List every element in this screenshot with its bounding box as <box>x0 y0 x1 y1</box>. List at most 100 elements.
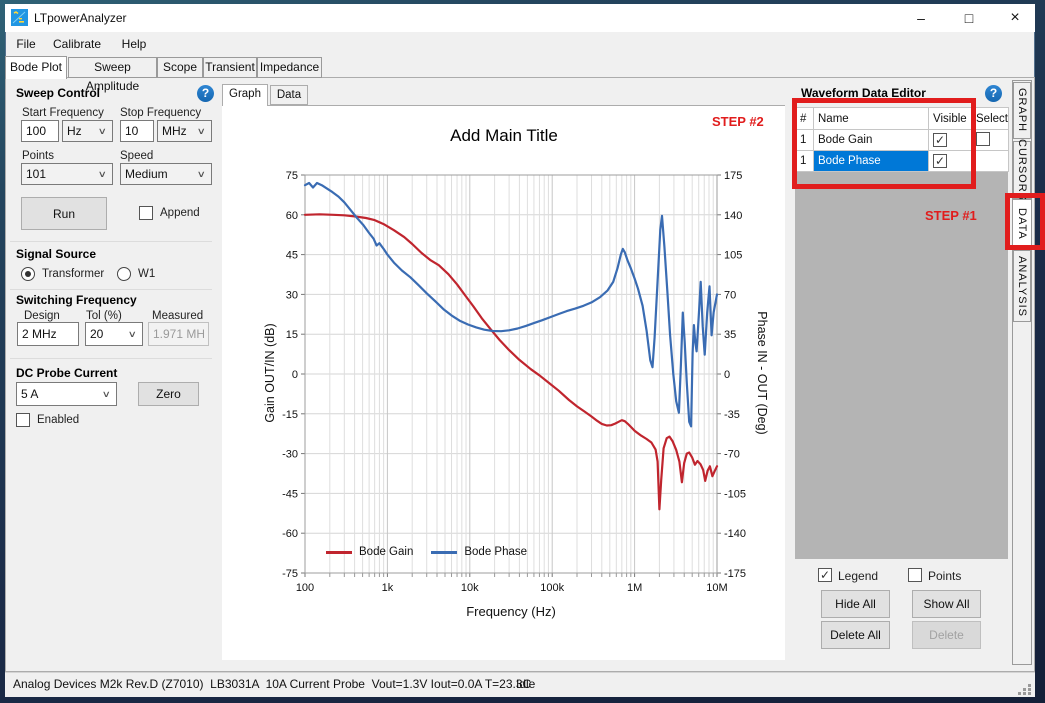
menu-calibrate[interactable]: Calibrate <box>53 37 102 51</box>
svg-text:-60: -60 <box>282 528 298 540</box>
dc-probe-current-title: DC Probe Current <box>16 366 118 380</box>
measured-label: Measured <box>152 310 204 322</box>
svg-text:-75: -75 <box>282 568 298 580</box>
resize-grip[interactable] <box>1018 684 1032 695</box>
append-checkbox[interactable] <box>139 206 153 220</box>
app-icon <box>11 9 28 26</box>
points-select[interactable]: 101 ∨ <box>21 163 113 185</box>
titlebar <box>5 4 1035 32</box>
chevron-down-icon: ∨ <box>98 125 108 136</box>
phase-legend-label: Bode Phase <box>464 546 528 558</box>
show-all-button[interactable]: Show All <box>912 590 981 618</box>
subtab-graph[interactable]: Graph <box>222 84 268 106</box>
column-visible: Visible <box>928 107 972 130</box>
bode-phase-curve <box>303 181 719 428</box>
tol-value: 20 <box>90 327 104 341</box>
start-frequency-unit-value: Hz <box>67 124 82 138</box>
visible-checkbox[interactable]: ✓ <box>933 133 947 147</box>
divider <box>10 289 212 290</box>
tab-transient[interactable]: Transient <box>203 57 257 78</box>
divider <box>10 358 212 359</box>
chevron-down-icon: ∨ <box>197 125 207 136</box>
table-row[interactable]: 1 Bode Phase ✓ <box>795 150 1009 172</box>
start-frequency-label: Start Frequency <box>22 107 104 119</box>
probe-range-value: 5 A <box>21 387 39 401</box>
svg-text:-15: -15 <box>282 409 298 421</box>
legend-checkbox[interactable]: ✓ <box>818 568 832 582</box>
chevron-down-icon: ∨ <box>102 388 112 399</box>
tab-scope[interactable]: Scope <box>157 57 203 78</box>
select-checkbox[interactable] <box>976 131 990 146</box>
w1-radio[interactable] <box>117 267 131 281</box>
points-checkbox[interactable] <box>908 568 922 582</box>
stop-frequency-unit-value: MHz <box>162 124 187 138</box>
svg-text:-70: -70 <box>724 449 740 461</box>
visible-cell: ✓ <box>928 129 972 151</box>
svg-text:1M: 1M <box>627 582 642 594</box>
side-tab-analysis[interactable]: ANALYSIS <box>1013 250 1031 322</box>
points-value: 101 <box>26 167 47 181</box>
svg-text:-140: -140 <box>724 528 746 540</box>
w1-label: W1 <box>138 268 156 280</box>
zero-button[interactable]: Zero <box>138 382 199 406</box>
enabled-label: Enabled <box>37 414 80 426</box>
start-frequency-input[interactable] <box>21 120 59 142</box>
svg-text:-175: -175 <box>724 568 746 580</box>
tab-bode-plot[interactable]: Bode Plot <box>5 56 67 79</box>
chart-legend: Bode Gain Bode Phase <box>326 546 527 558</box>
hide-all-button[interactable]: Hide All <box>821 590 890 618</box>
maximize-button[interactable]: □ <box>964 10 974 26</box>
svg-text:30: 30 <box>286 289 298 301</box>
svg-text:105: 105 <box>724 250 742 262</box>
phase-legend-swatch <box>431 550 458 554</box>
design-label: Design <box>24 310 60 322</box>
delete-all-button[interactable]: Delete All <box>821 621 890 649</box>
svg-text:35: 35 <box>724 329 736 341</box>
chevron-down-icon: ∨ <box>197 168 207 179</box>
svg-text:0: 0 <box>292 369 298 381</box>
transformer-radio[interactable] <box>21 267 35 281</box>
svg-text:-35: -35 <box>724 409 740 421</box>
svg-text:0: 0 <box>724 369 730 381</box>
probe-range-select[interactable]: 5 A ∨ <box>16 382 117 406</box>
subtab-data[interactable]: Data <box>270 85 308 105</box>
svg-text:15: 15 <box>286 329 298 341</box>
signal-source-title: Signal Source <box>16 247 97 261</box>
divider <box>10 241 212 242</box>
side-tab-cursors[interactable]: CURSORS <box>1013 139 1031 201</box>
speed-value: Medium <box>125 167 168 181</box>
menu-help[interactable]: Help <box>121 37 147 51</box>
design-input[interactable] <box>17 322 79 346</box>
run-button[interactable]: Run <box>21 197 107 230</box>
left-axis-label: Gain OUT/IN (dB) <box>263 323 277 423</box>
gain-legend-swatch <box>326 550 352 554</box>
start-frequency-unit-select[interactable]: Hz ∨ <box>62 120 113 142</box>
step1-annotation-text: STEP #1 <box>925 208 977 223</box>
waveform-table-header: # Name Visible Select <box>795 107 1009 130</box>
table-row[interactable]: 1 Bode Gain ✓ <box>795 129 1009 151</box>
minimize-button[interactable]: – <box>917 10 925 26</box>
stop-frequency-unit-select[interactable]: MHz ∨ <box>157 120 212 142</box>
speed-select[interactable]: Medium ∨ <box>120 163 212 185</box>
tab-sweep-amplitude[interactable]: Sweep Amplitude <box>68 57 157 93</box>
chart-canvas: 100 1k 10k 100k 1M 10M 75 60 45 30 15 0 -15 -30 -45 -60… <box>282 170 746 594</box>
step2-annotation-text: STEP #2 <box>712 114 764 129</box>
tol-select[interactable]: 20 ∨ <box>85 322 143 346</box>
svg-text:175: 175 <box>724 170 742 182</box>
svg-text:10M: 10M <box>706 582 727 594</box>
svg-text:-45: -45 <box>282 488 298 500</box>
row-name[interactable]: Bode Gain <box>813 129 929 151</box>
visible-checkbox[interactable]: ✓ <box>933 154 947 168</box>
enabled-checkbox[interactable] <box>16 413 30 427</box>
window-title: LTpowerAnalyzer <box>34 11 127 25</box>
close-button[interactable]: × <box>1010 9 1020 26</box>
side-tab-graph[interactable]: GRAPH <box>1013 82 1031 139</box>
row-name[interactable]: Bode Phase <box>813 150 929 172</box>
menu-file[interactable]: File <box>16 37 36 51</box>
stop-frequency-input[interactable] <box>120 120 154 142</box>
waveform-help-icon[interactable]: ? <box>985 85 1002 102</box>
points-label: Points <box>928 569 962 583</box>
sweep-help-icon[interactable]: ? <box>197 85 214 102</box>
svg-text:140: 140 <box>724 210 742 222</box>
tab-impedance[interactable]: Impedance <box>257 57 322 78</box>
